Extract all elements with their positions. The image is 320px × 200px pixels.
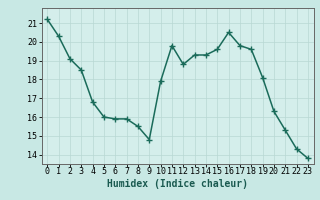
X-axis label: Humidex (Indice chaleur): Humidex (Indice chaleur) [107, 179, 248, 189]
